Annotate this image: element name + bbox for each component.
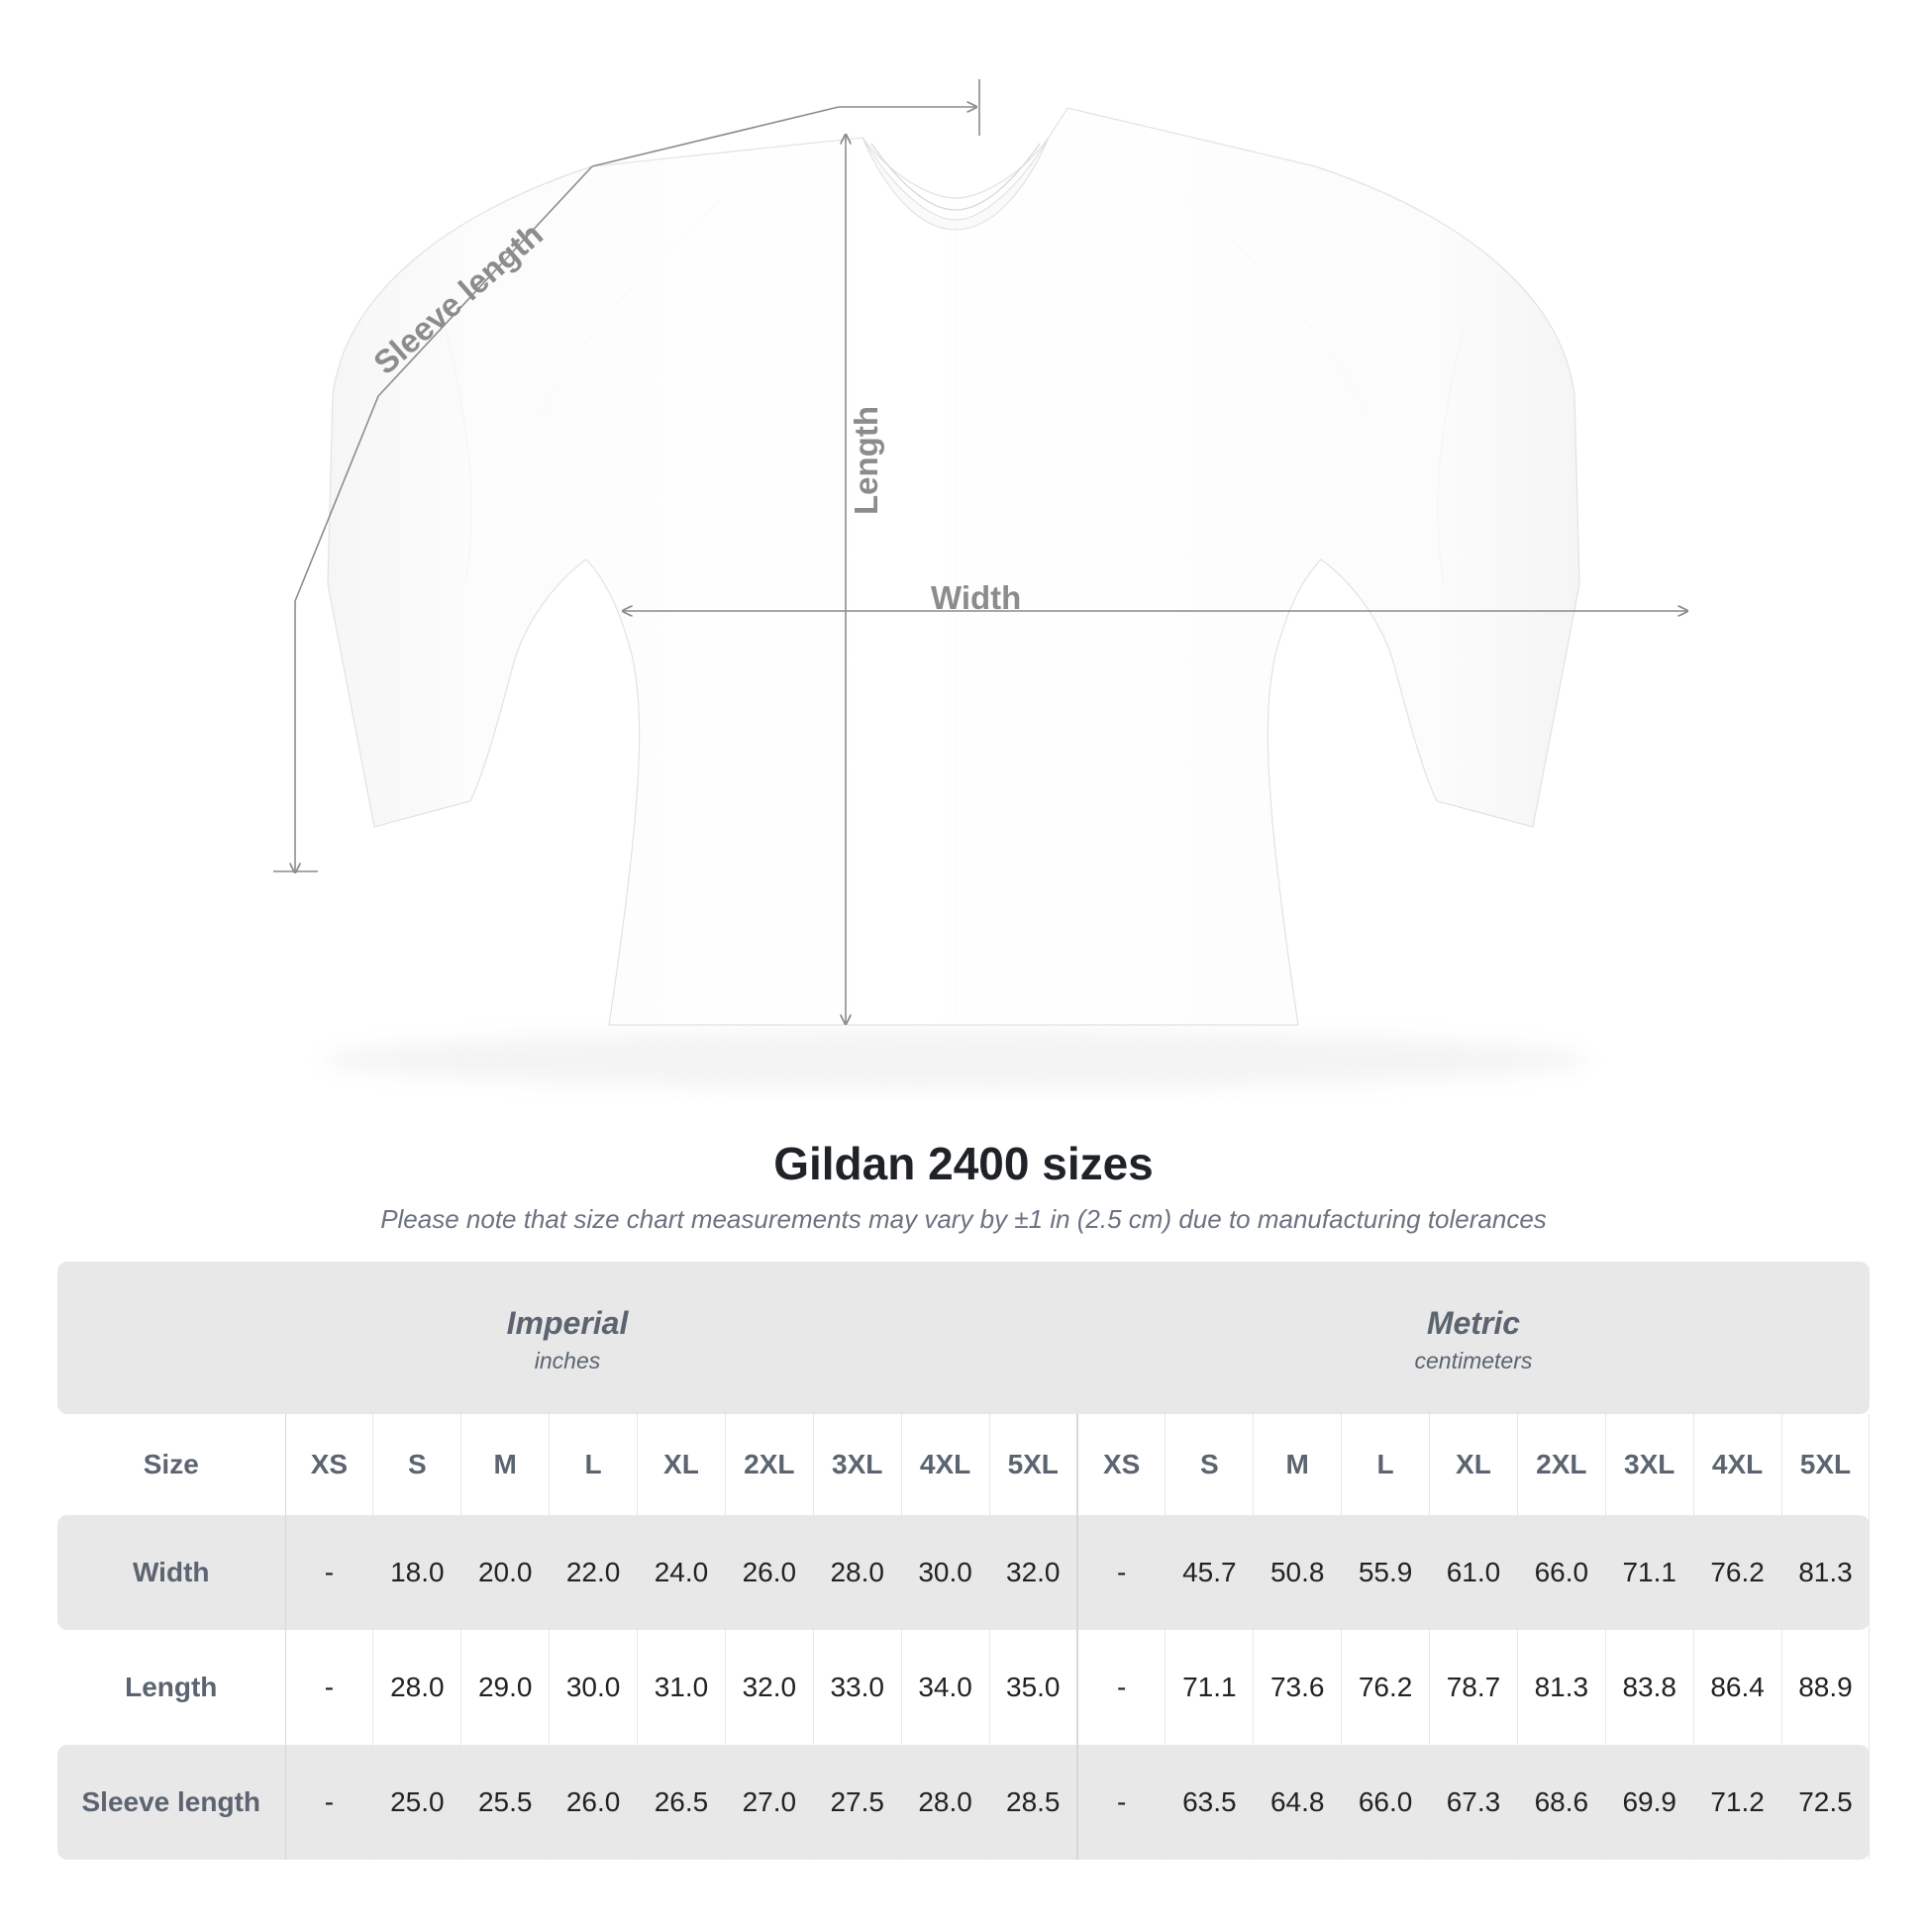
svg-text:Length: Length [848, 406, 884, 515]
svg-text:Width: Width [931, 579, 1021, 616]
